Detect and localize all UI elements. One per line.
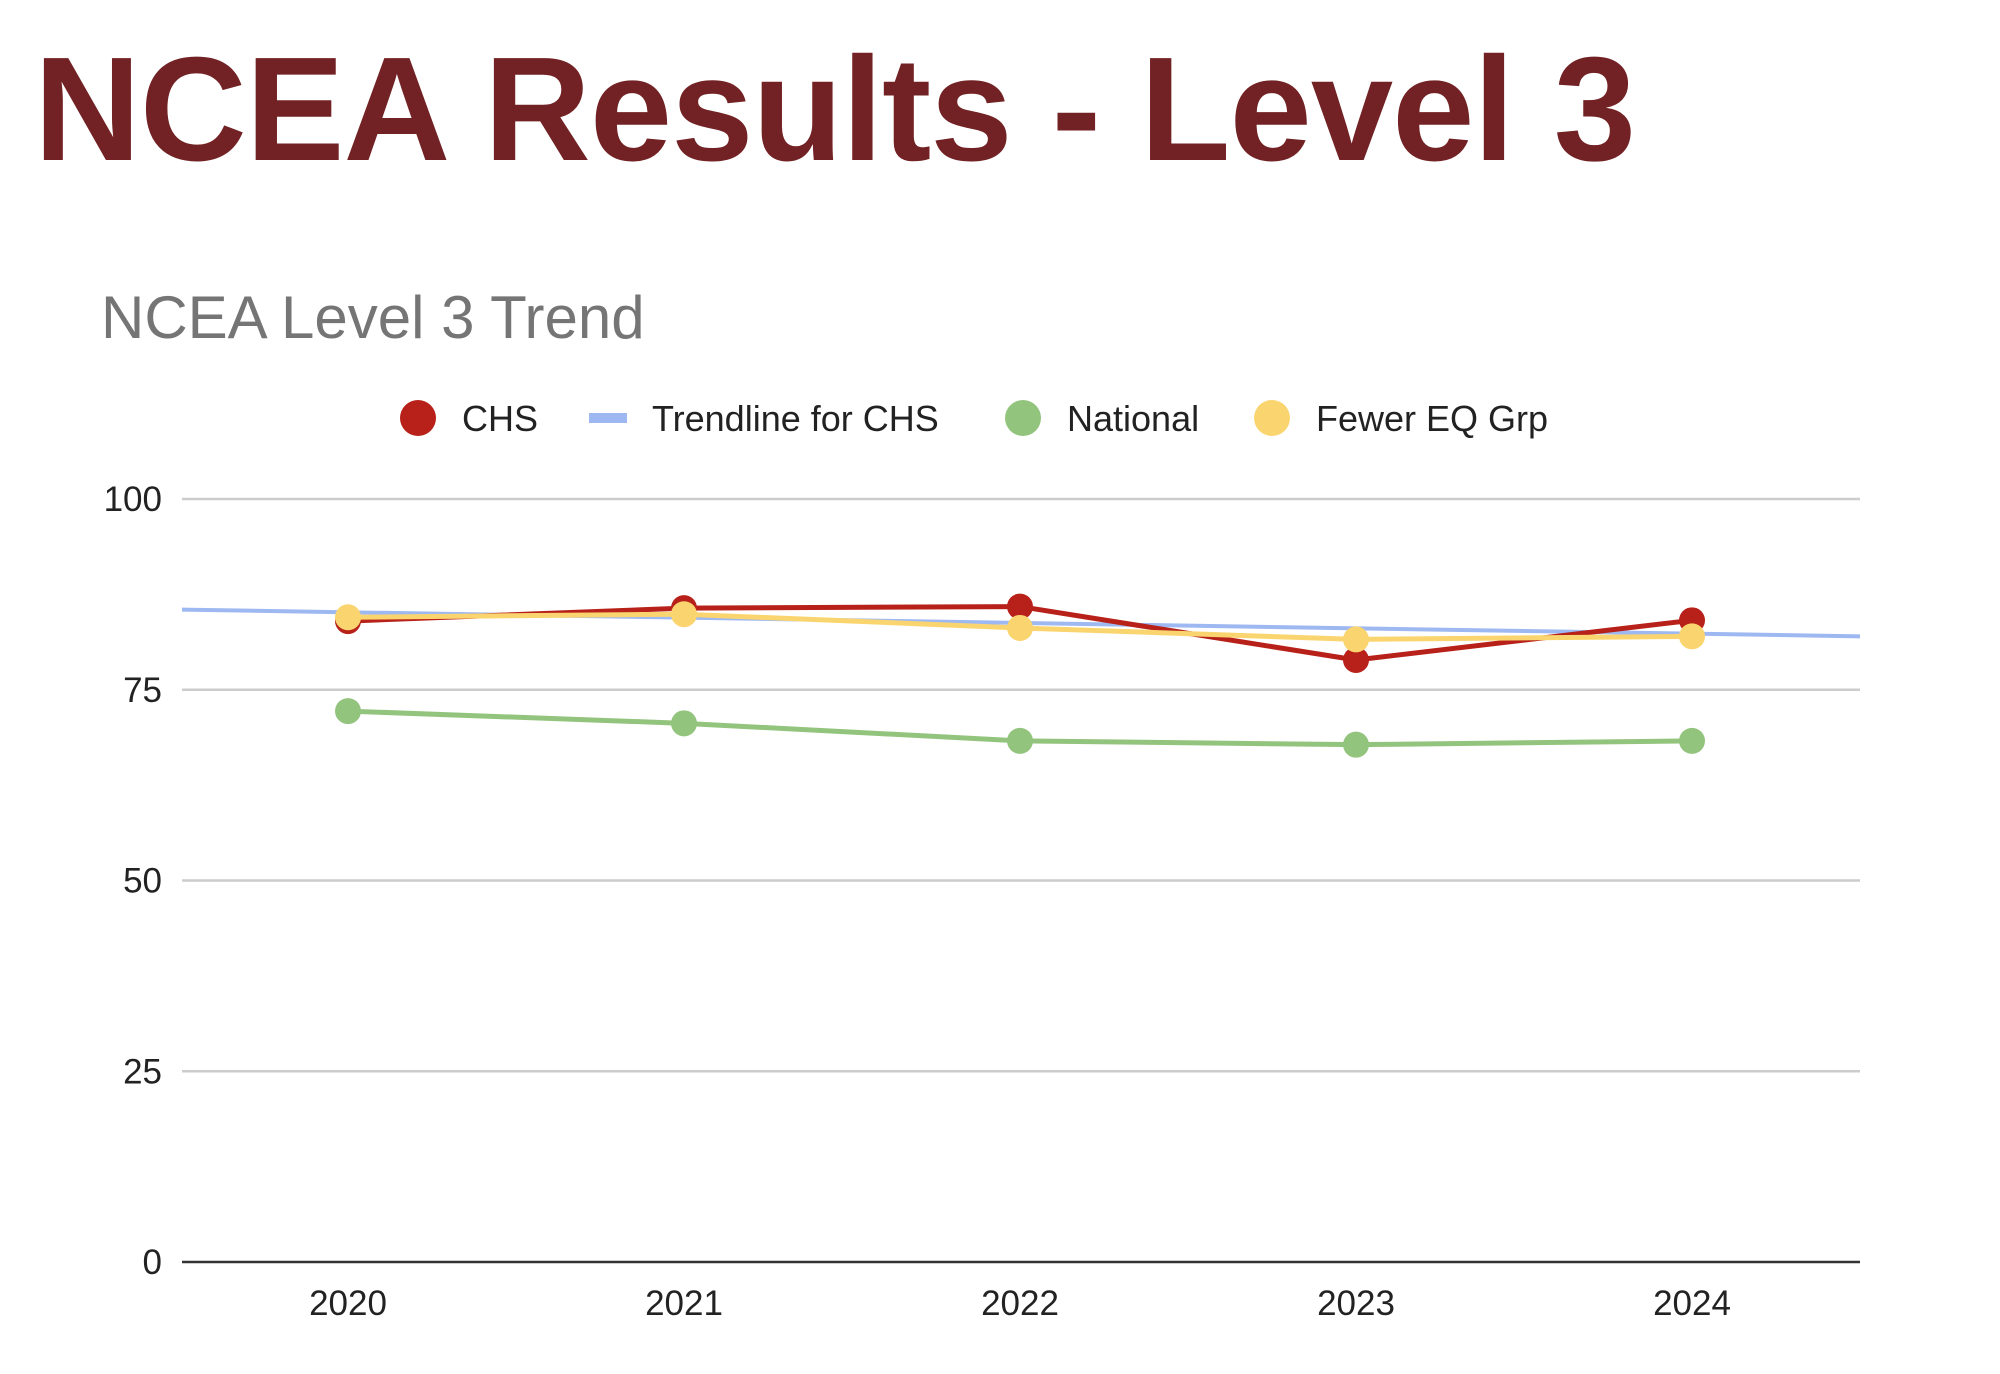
data-point [1007, 614, 1033, 641]
data-point [671, 710, 697, 737]
series-national [335, 698, 1705, 758]
data-point [1343, 731, 1369, 758]
legend-label: Trendline for CHS [652, 398, 939, 439]
data-point [1679, 623, 1705, 650]
chart-legend: CHS Trendline for CHS National Fewer EQ Grp [400, 398, 1548, 439]
legend-swatch [400, 400, 436, 436]
legend-item: National [1005, 398, 1199, 439]
data-point [671, 601, 697, 628]
chart-gridlines [182, 497, 1860, 1073]
x-tick-label: 2023 [1317, 1284, 1395, 1323]
x-tick-label: 2022 [981, 1284, 1059, 1323]
data-point [1007, 593, 1033, 620]
data-point [335, 604, 361, 631]
series-fewer-eq-grp [335, 601, 1705, 653]
legend-item: Fewer EQ Grp [1254, 398, 1548, 439]
legend-swatch [1254, 400, 1290, 436]
x-tick-label: 2021 [645, 1284, 723, 1323]
y-tick-label: 25 [123, 1052, 162, 1091]
y-tick-label: 75 [123, 671, 162, 710]
slide-title: NCEA Results - Level 3 [34, 27, 1636, 192]
chart-axes: 0 25 50 75 100 2020 2021 2022 2023 2024 [104, 480, 1860, 1323]
data-point [1343, 626, 1369, 653]
y-tick-label: 50 [123, 862, 162, 901]
data-point [1679, 727, 1705, 754]
x-tick-label: 2020 [309, 1284, 387, 1323]
legend-item: Trendline for CHS [589, 398, 939, 439]
legend-swatch [1005, 400, 1041, 436]
legend-label: Fewer EQ Grp [1316, 398, 1548, 439]
legend-label: CHS [462, 398, 538, 439]
legend-swatch [589, 413, 627, 423]
data-point [1343, 646, 1369, 673]
x-tick-label: 2024 [1653, 1284, 1731, 1323]
legend-item: CHS [400, 398, 538, 439]
data-point [335, 698, 361, 725]
y-tick-label: 100 [104, 480, 162, 519]
data-point [1007, 727, 1033, 754]
chart-title: NCEA Level 3 Trend [101, 284, 645, 351]
chart-series [181, 593, 1861, 758]
y-tick-label: 0 [143, 1243, 162, 1282]
legend-label: National [1067, 398, 1199, 439]
